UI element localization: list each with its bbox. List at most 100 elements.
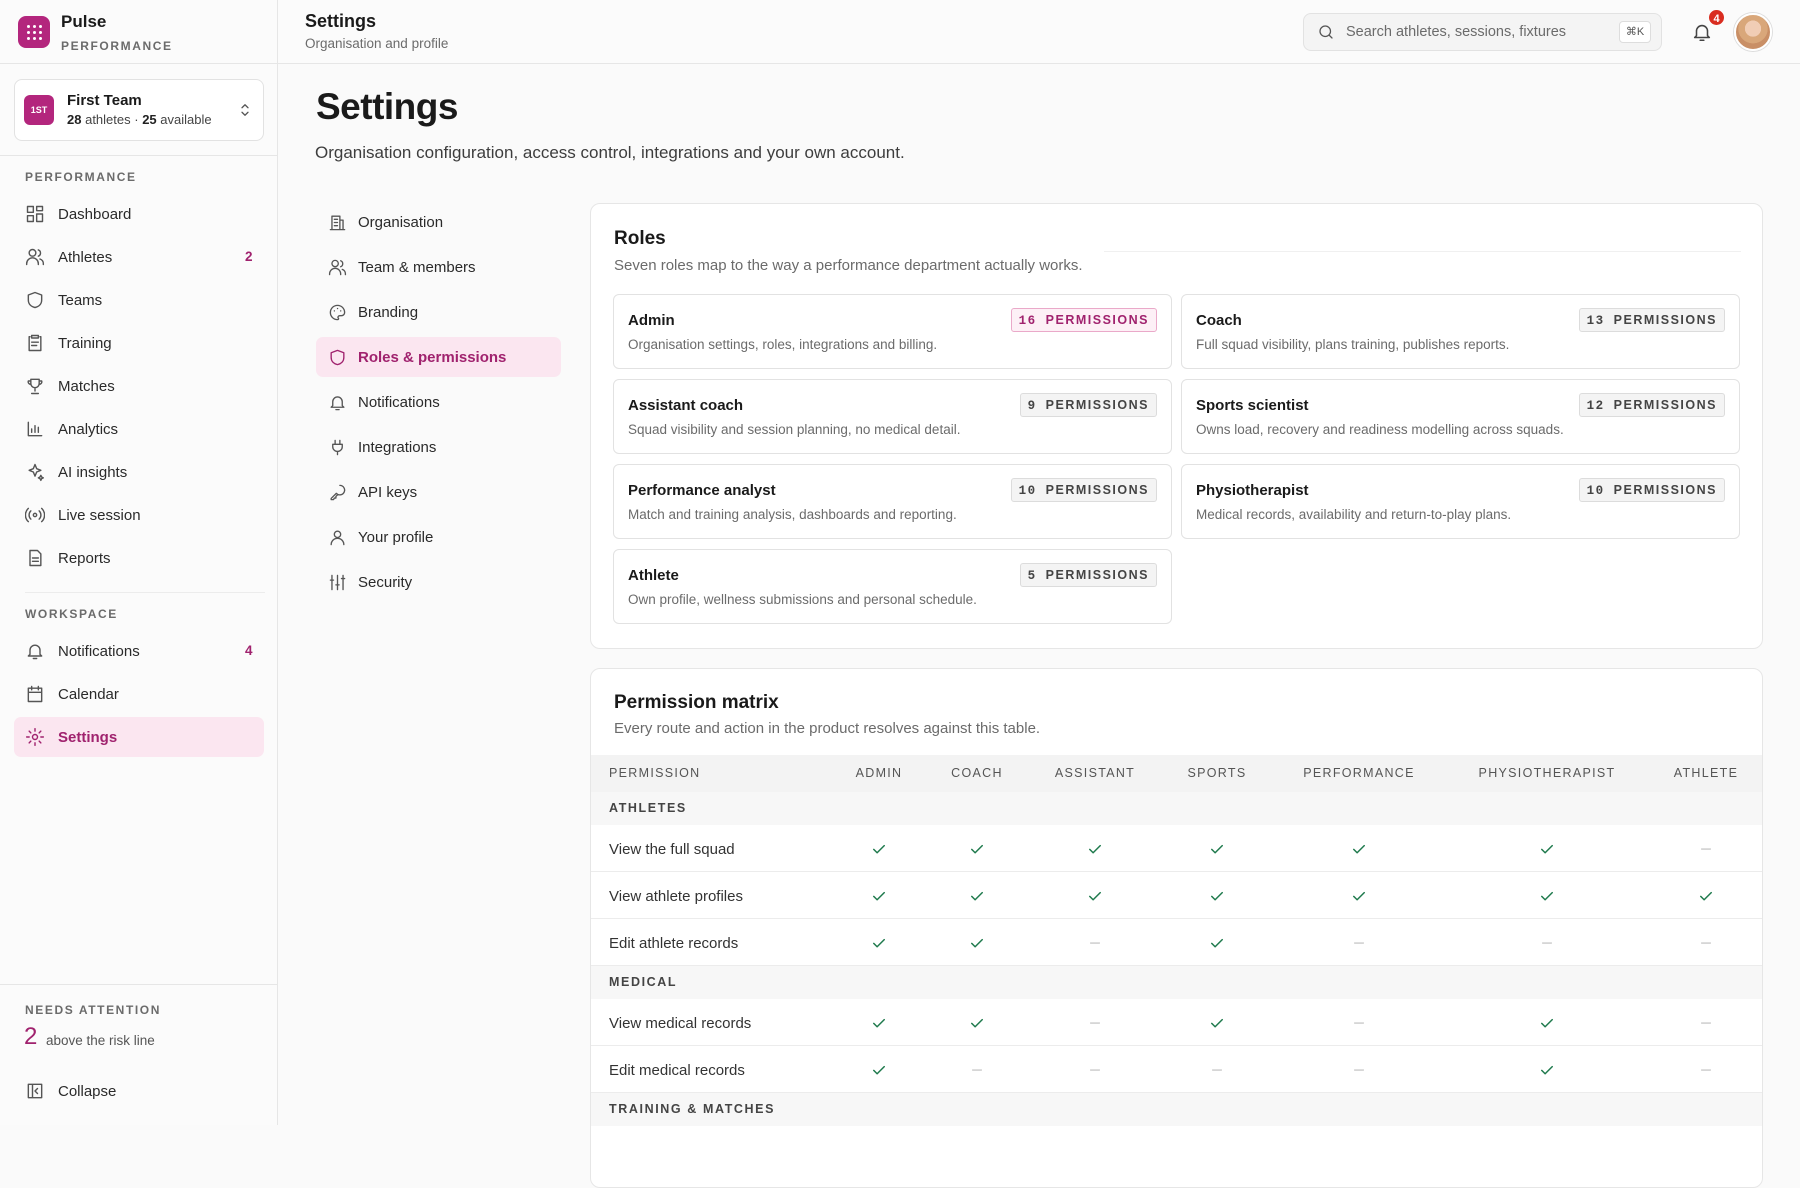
- roles-card: Roles Seven roles map to the way a perfor…: [590, 203, 1763, 649]
- permission-text: PERMISSIONS: [1045, 568, 1149, 582]
- permission-label: Edit medical records: [609, 1061, 745, 1079]
- nav-label: Athletes: [58, 248, 113, 266]
- settings-nav-label: Roles & permissions: [358, 348, 507, 366]
- dash-icon: [1211, 1069, 1223, 1071]
- check-icon: [1089, 844, 1101, 854]
- check-icon: [971, 1018, 983, 1028]
- check-icon: [1353, 891, 1365, 901]
- team-switcher[interactable]: 1ST First Team 28 athletes · 25 available: [14, 79, 264, 141]
- brand: Pulse: [61, 12, 107, 32]
- permission-badge: 13 PERMISSIONS: [1578, 308, 1725, 332]
- permission-text: PERMISSIONS: [1045, 483, 1149, 497]
- permission-badge: 16 PERMISSIONS: [1010, 308, 1157, 332]
- dash-icon: [1700, 1069, 1712, 1071]
- settings-nav-icon: [328, 259, 346, 275]
- role-card[interactable]: Assistant coach Squad visibility and sess…: [613, 379, 1172, 454]
- settings-nav-item[interactable]: [316, 562, 561, 602]
- settings-nav-item[interactable]: [316, 292, 561, 332]
- check-icon: [971, 938, 983, 948]
- column-header: PERFORMANCE: [1303, 766, 1415, 781]
- settings-nav-icon: [329, 484, 345, 500]
- role-card[interactable]: Sports scientist Owns load, recovery and …: [1181, 379, 1740, 454]
- check-icon: [1541, 891, 1553, 901]
- check-icon: [873, 1065, 885, 1075]
- nav-icon: [27, 291, 43, 309]
- search-box[interactable]: Search athletes, sessions, fixtures ⌘K: [1303, 13, 1662, 51]
- logo-dot: [27, 25, 30, 28]
- roles-subtitle: Seven roles map to the way a performance…: [614, 256, 1083, 274]
- logo-dot: [27, 31, 30, 34]
- nav-item[interactable]: [14, 194, 264, 234]
- nav-item[interactable]: [14, 538, 264, 578]
- nav-item[interactable]: [14, 366, 264, 406]
- permission-badge: 12 PERMISSIONS: [1578, 393, 1725, 417]
- nav-badge: 4: [245, 642, 253, 658]
- avatar[interactable]: [1734, 13, 1772, 51]
- nav-item[interactable]: [14, 452, 264, 492]
- nav-item[interactable]: [14, 409, 264, 449]
- role-card[interactable]: Athlete Own profile, wellness submissions…: [613, 549, 1172, 624]
- nav-item[interactable]: [14, 280, 264, 320]
- settings-nav-item[interactable]: [316, 427, 561, 467]
- permission-text: PERMISSIONS: [1613, 313, 1717, 327]
- space: [1037, 399, 1046, 413]
- check-icon: [1541, 1065, 1553, 1075]
- header-subtitle: Organisation and profile: [305, 35, 449, 51]
- nav-label: AI insights: [58, 463, 128, 481]
- role-card[interactable]: Performance analyst Match and training an…: [613, 464, 1172, 539]
- settings-nav-icon: [329, 529, 345, 545]
- check-icon: [1700, 891, 1712, 901]
- nav-label: Calendar: [58, 685, 119, 703]
- permission-badge: 9 PERMISSIONS: [1019, 393, 1157, 417]
- space: [1605, 484, 1614, 498]
- logo-dot: [33, 25, 36, 28]
- group-label: TRAINING & MATCHES: [609, 1102, 776, 1117]
- divider: [25, 592, 265, 593]
- role-card[interactable]: Coach Full squad visibility, plans traini…: [1181, 294, 1740, 369]
- settings-nav-label: Notifications: [358, 393, 440, 411]
- settings-nav-icon: [329, 395, 345, 410]
- notifications-button[interactable]: [1691, 21, 1713, 43]
- dash-icon: [1700, 942, 1712, 944]
- nav-icon: [25, 248, 45, 266]
- role-card[interactable]: Admin Organisation settings, roles, integ…: [613, 294, 1172, 369]
- role-name: Physiotherapist: [1196, 481, 1309, 499]
- role-description: Owns load, recovery and readiness modell…: [1196, 421, 1564, 437]
- nav-icon: [27, 378, 43, 395]
- nav-icon: [28, 334, 42, 352]
- nav-icon: [25, 507, 45, 523]
- permission-count: 5: [1027, 569, 1037, 583]
- nav-icon: [29, 549, 42, 567]
- collapse-button[interactable]: Collapse: [58, 1082, 117, 1100]
- settings-nav-item[interactable]: [316, 337, 561, 377]
- role-name: Coach: [1196, 311, 1242, 329]
- divider: [0, 155, 277, 156]
- column-header: PERMISSION: [609, 766, 701, 781]
- nav-label: Notifications: [58, 642, 140, 660]
- nav-label: Teams: [58, 291, 103, 309]
- check-icon: [971, 891, 983, 901]
- role-card[interactable]: Physiotherapist Medical records, availabi…: [1181, 464, 1740, 539]
- settings-nav-item[interactable]: [316, 517, 561, 557]
- nav-item[interactable]: [14, 717, 264, 757]
- space: [1037, 314, 1046, 328]
- matrix-row: [591, 999, 1762, 1046]
- check-icon: [1541, 1018, 1553, 1028]
- column-header: COACH: [951, 766, 1003, 781]
- settings-nav-item[interactable]: [316, 472, 561, 512]
- settings-nav-label: API keys: [358, 483, 418, 501]
- dash-icon: [1089, 1022, 1101, 1024]
- nav-label: Live session: [58, 506, 141, 524]
- permission-count: 16: [1018, 314, 1037, 328]
- permission-count: 9: [1027, 399, 1037, 413]
- nav-item[interactable]: [14, 323, 264, 363]
- column-header: ADMIN: [855, 766, 903, 781]
- nav-item[interactable]: [14, 674, 264, 714]
- settings-nav-icon: [329, 349, 345, 365]
- check-icon: [873, 844, 885, 854]
- role-description: Organisation settings, roles, integratio…: [628, 336, 938, 352]
- nav-item[interactable]: [14, 237, 264, 277]
- role-description: Medical records, availability and return…: [1196, 506, 1512, 522]
- attention-count: 2: [24, 1023, 38, 1051]
- check-icon: [1211, 1018, 1223, 1028]
